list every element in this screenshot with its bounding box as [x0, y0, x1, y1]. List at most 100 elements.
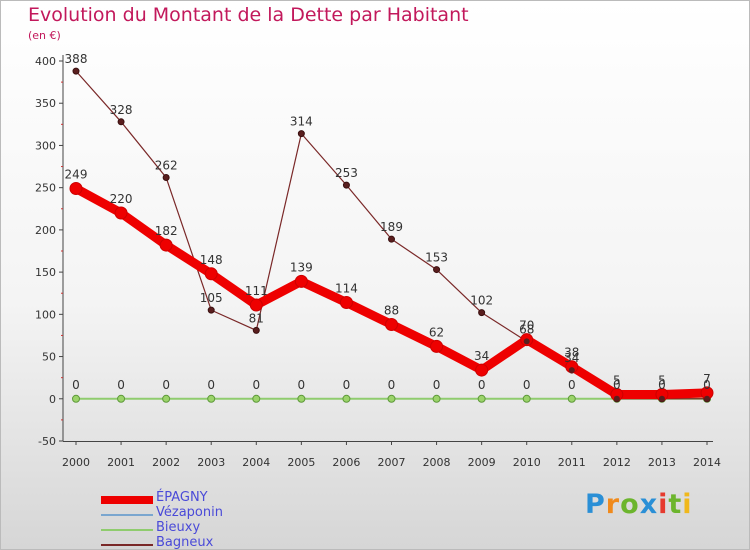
data-point-bagneux	[117, 118, 125, 126]
data-label-bagneux: 102	[470, 294, 493, 308]
data-point-bieuxy	[432, 394, 441, 403]
data-label-epagny: 5	[658, 374, 666, 388]
data-label-epagny: 182	[155, 224, 178, 238]
data-label-epagny: 88	[384, 303, 399, 317]
logo-letter: i	[682, 489, 693, 520]
data-point-bieuxy	[297, 394, 306, 403]
data-label-epagny: 139	[290, 260, 313, 274]
legend-swatch-bieuxy	[101, 529, 153, 531]
data-label-bagneux: 34	[564, 351, 579, 365]
y-tick-label: 200	[35, 224, 56, 237]
x-tick-label: 2007	[378, 456, 406, 469]
data-label-bagneux: 81	[249, 311, 264, 325]
data-label-bagneux: 388	[65, 52, 88, 66]
data-point-bieuxy	[252, 394, 261, 403]
data-point-bieuxy	[342, 394, 351, 403]
data-point-bieuxy	[387, 394, 396, 403]
y-tick-label: 0	[49, 393, 56, 406]
data-point-epagny	[339, 296, 353, 310]
data-point-epagny	[204, 267, 218, 281]
data-point-bagneux	[342, 181, 350, 189]
data-label-bieuxy: 0	[207, 378, 215, 392]
chart-subtitle: (en €)	[28, 29, 61, 42]
data-label-bieuxy: 0	[433, 378, 441, 392]
data-label-epagny: 38	[564, 346, 579, 360]
logo-letter: o	[620, 489, 640, 520]
data-label-bagneux: 328	[110, 103, 133, 117]
logo-letter: i	[658, 489, 669, 520]
data-label-bieuxy: 0	[478, 378, 486, 392]
data-label-epagny: 62	[429, 325, 444, 339]
x-tick-label: 2013	[648, 456, 676, 469]
data-point-epagny	[385, 317, 398, 331]
data-label-epagny: 148	[200, 253, 223, 267]
data-point-bagneux	[523, 338, 530, 345]
data-label-bagneux: 68	[519, 322, 534, 336]
data-label-bagneux: 262	[155, 159, 178, 173]
data-label-bieuxy: 0	[117, 378, 125, 392]
data-label-epagny: 111	[245, 284, 268, 298]
series-layer	[69, 67, 714, 403]
data-point-bieuxy	[162, 394, 171, 403]
data-label-bagneux: 253	[335, 166, 358, 180]
legend-label-bieuxy: Bieuxy	[156, 520, 201, 535]
data-label-epagny: 7	[703, 372, 711, 386]
y-tick-label: 50	[42, 351, 56, 364]
x-tick-label: 2008	[423, 456, 451, 469]
data-point-bieuxy	[522, 394, 531, 403]
legend-label-bagneux: Bagneux	[156, 535, 214, 550]
data-point-bagneux	[613, 395, 620, 402]
x-tick-label: 2010	[513, 456, 541, 469]
y-tick-label: 150	[35, 266, 56, 279]
data-point-epagny	[114, 206, 128, 220]
data-point-bagneux	[207, 306, 215, 314]
data-point-epagny	[249, 298, 263, 312]
legend-label-epagny: ÉPAGNY	[156, 490, 208, 505]
x-tick-label: 2003	[197, 456, 225, 469]
data-point-bagneux	[433, 266, 441, 274]
data-label-bieuxy: 0	[343, 378, 351, 392]
data-point-epagny	[159, 238, 173, 252]
x-tick-label: 2014	[693, 456, 721, 469]
chart-title: Evolution du Montant de la Dette par Hab…	[28, 4, 469, 26]
logo-letter: t	[668, 489, 683, 520]
x-tick-label: 2009	[468, 456, 496, 469]
data-point-epagny	[475, 363, 489, 377]
y-tick-label: -50	[38, 435, 56, 448]
data-label-bagneux: 314	[290, 115, 313, 129]
x-tick-label: 2012	[603, 456, 631, 469]
data-label-bieuxy: 0	[298, 378, 306, 392]
data-point-bieuxy	[72, 394, 80, 403]
data-point-bagneux	[658, 395, 665, 402]
data-point-bagneux	[297, 130, 305, 138]
data-point-bagneux	[72, 67, 80, 75]
data-label-bieuxy: 0	[523, 378, 531, 392]
data-label-bagneux: 105	[200, 291, 223, 305]
data-point-bagneux	[252, 326, 260, 334]
y-tick-label: 350	[35, 97, 56, 110]
x-tick-label: 2006	[332, 456, 360, 469]
data-label-bieuxy: 0	[703, 378, 711, 392]
data-point-bieuxy	[477, 394, 486, 403]
data-point-bagneux	[388, 235, 395, 243]
legend-swatch-epagny	[101, 496, 153, 504]
y-tick-label: 250	[35, 182, 56, 195]
data-label-bieuxy: 0	[252, 378, 260, 392]
logo-letter: P	[585, 489, 606, 520]
data-label-bagneux: 189	[380, 220, 403, 234]
data-label-bagneux: 153	[425, 251, 448, 265]
x-tick-label: 2004	[242, 456, 270, 469]
x-tick-label: 2005	[287, 456, 315, 469]
data-point-epagny	[294, 274, 308, 288]
data-label-bieuxy: 0	[613, 378, 621, 392]
x-tick-label: 2001	[107, 456, 135, 469]
data-label-epagny: 249	[65, 168, 88, 182]
logo-letter: x	[639, 489, 659, 520]
data-label-epagny: 5	[613, 374, 621, 388]
legend-label-vezaponin: Vézaponin	[156, 505, 223, 520]
data-point-bieuxy	[117, 394, 126, 403]
proxiti-logo: Proxiti	[585, 489, 693, 520]
